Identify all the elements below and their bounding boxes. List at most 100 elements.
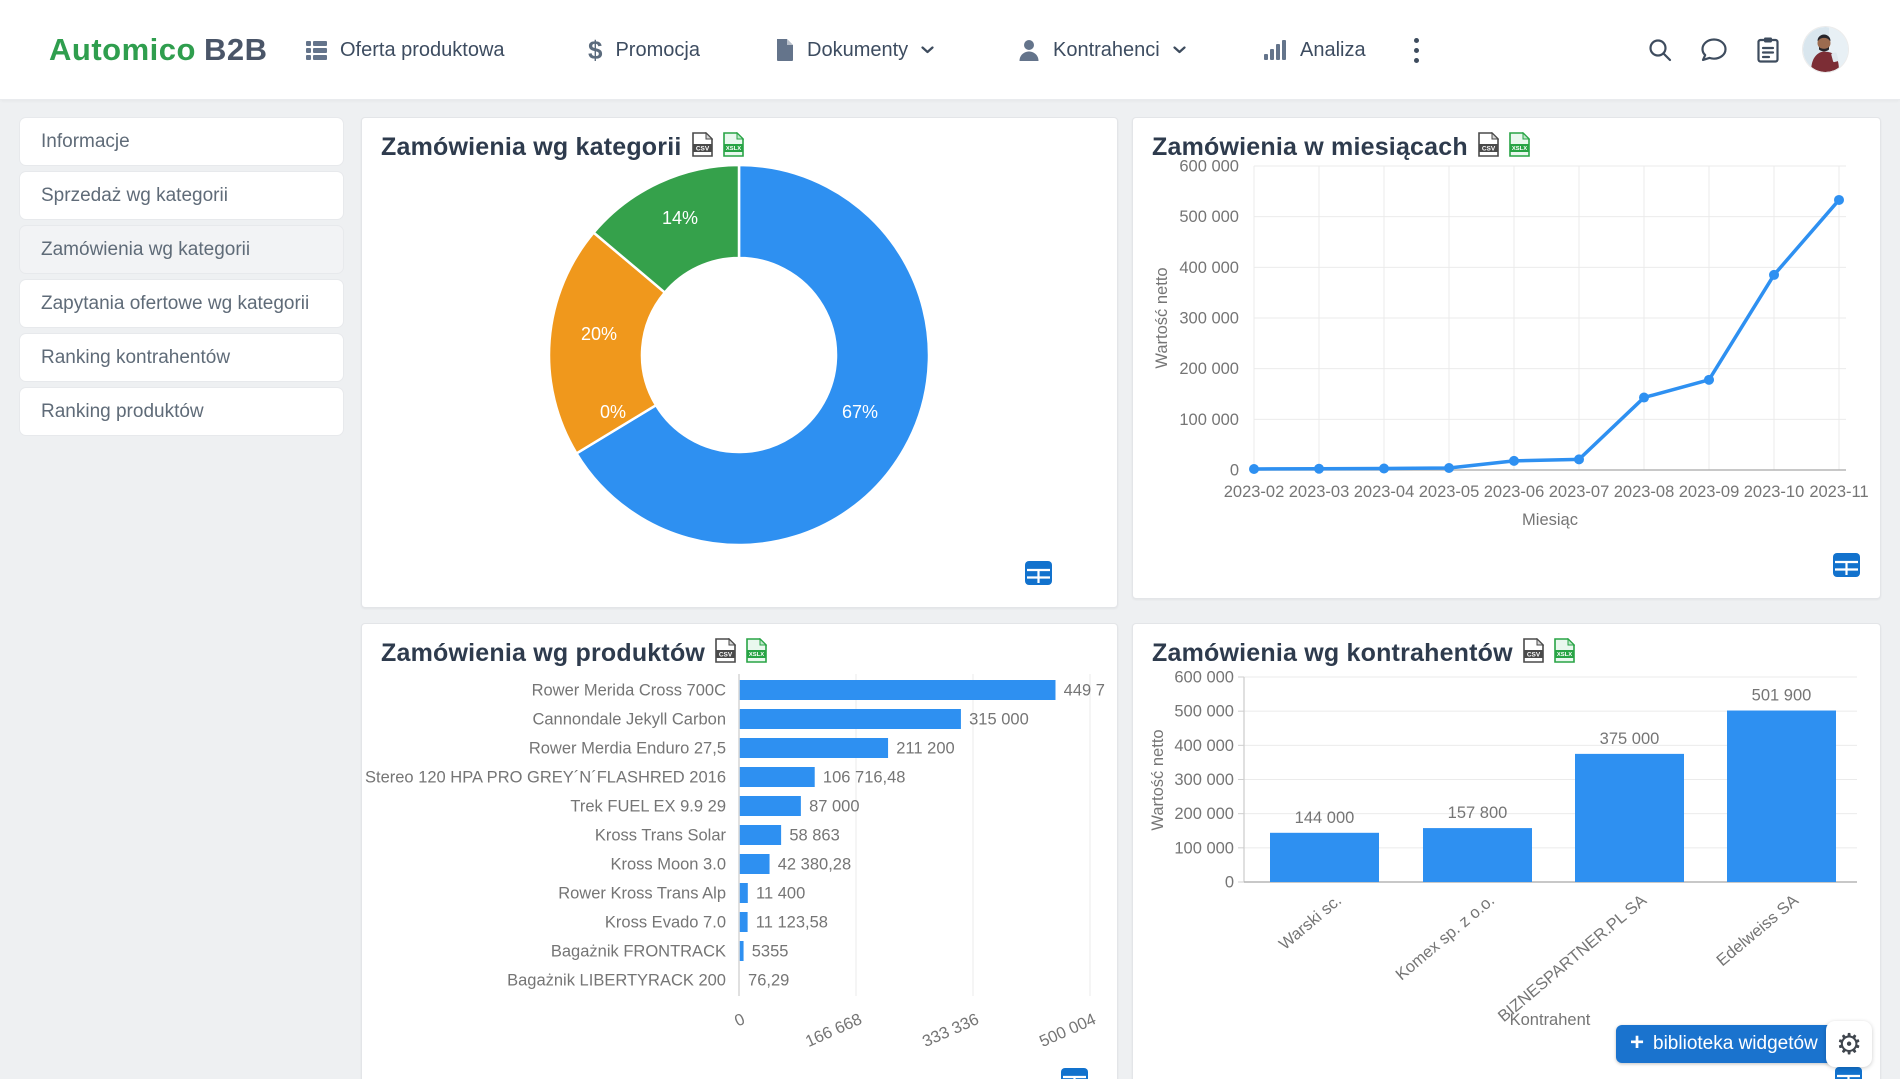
panel-orders-by-contractor: Zamówienia wg kontrahentów CSV XSLX 0 100… [1132, 623, 1881, 1079]
csv-export-icon[interactable]: CSV [1478, 131, 1500, 162]
svg-text:200 000: 200 000 [1174, 805, 1234, 823]
svg-text:XSLX: XSLX [1512, 146, 1527, 152]
svg-text:Warski sc.: Warski sc. [1276, 891, 1345, 953]
panel-orders-by-category: Zamówienia wg kategorii CSV XSLX 67% 0% 20… [361, 117, 1118, 608]
nav-item-promocja[interactable]: $ Promocja [588, 0, 700, 100]
svg-text:300 000: 300 000 [1174, 771, 1234, 789]
panel-title: Zamówienia wg kontrahentów [1152, 638, 1513, 667]
svg-text:106 716,48: 106 716,48 [823, 769, 906, 787]
csv-export-icon[interactable]: CSV [691, 131, 713, 162]
svg-text:Kontrahent: Kontrahent [1510, 1011, 1591, 1029]
person-icon [1018, 39, 1040, 61]
nav-item-label: Kontrahenci [1053, 38, 1160, 61]
sidebar-item-ranking-produktow[interactable]: Ranking produktów [19, 387, 344, 436]
xlsx-export-icon[interactable]: XSLX [722, 131, 744, 162]
svg-text:2023-06: 2023-06 [1484, 483, 1545, 501]
svg-text:Rower Kross Trans Alp: Rower Kross Trans Alp [558, 885, 726, 903]
svg-text:2023-02: 2023-02 [1224, 483, 1285, 501]
xlsx-export-icon[interactable]: XSLX [746, 637, 768, 668]
csv-export-icon[interactable]: CSV [715, 637, 737, 668]
table-view-icon[interactable] [1835, 1067, 1862, 1079]
svg-text:2023-04: 2023-04 [1354, 483, 1415, 501]
svg-text:Kross Trans Solar: Kross Trans Solar [595, 827, 727, 845]
svg-text:157 800: 157 800 [1448, 804, 1508, 822]
grid-list-icon [306, 40, 327, 60]
nav-item-oferta-produktowa[interactable]: Oferta produktowa [306, 0, 505, 100]
svg-text:300 000: 300 000 [1179, 310, 1239, 328]
svg-text:2023-10: 2023-10 [1744, 483, 1805, 501]
svg-text:2023-09: 2023-09 [1679, 483, 1740, 501]
svg-text:42 380,28: 42 380,28 [778, 856, 851, 874]
app-logo[interactable]: Automico B2B [49, 32, 267, 68]
svg-text:87 000: 87 000 [809, 798, 859, 816]
clipboard-icon[interactable] [1748, 30, 1788, 70]
nav-item-kontrahenci[interactable]: Kontrahenci [1018, 0, 1186, 100]
panel-title: Zamówienia w miesiącach [1152, 132, 1468, 161]
sidebar-item-informacje[interactable]: Informacje [19, 117, 344, 166]
dollar-icon: $ [588, 34, 603, 65]
sidebar-item-zamowienia-wg-kategorii[interactable]: Zamówienia wg kategorii [19, 225, 344, 274]
svg-text:500 000: 500 000 [1174, 703, 1234, 721]
svg-text:14%: 14% [662, 208, 698, 228]
avatar[interactable] [1803, 27, 1848, 72]
sidebar-item-ranking-kontrahentow[interactable]: Ranking kontrahentów [19, 333, 344, 382]
svg-text:211 200: 211 200 [896, 740, 954, 758]
svg-text:Wartość netto: Wartość netto [1149, 729, 1167, 830]
table-view-icon[interactable] [1833, 553, 1860, 582]
xlsx-export-icon[interactable]: XSLX [1509, 131, 1531, 162]
table-view-icon[interactable] [1025, 561, 1052, 590]
table-view-icon[interactable] [1061, 1068, 1088, 1079]
svg-text:315 000: 315 000 [969, 711, 1029, 729]
sidebar-item-sprzedaz-wg-kategorii[interactable]: Sprzedaż wg kategorii [19, 171, 344, 220]
svg-text:Miesiąc: Miesiąc [1522, 511, 1578, 529]
chevron-down-icon [921, 46, 934, 54]
horizontal-bar-chart[interactable]: Rower Merida Cross 700C 449 7 Cannondale J… [362, 624, 1119, 1079]
svg-text:CSV: CSV [719, 651, 733, 658]
sidebar-item-zapytania-ofertowe-wg-kategorii[interactable]: Zapytania ofertowe wg kategorii [19, 279, 344, 328]
svg-text:Rower Merida Cross 700C: Rower Merida Cross 700C [532, 682, 726, 700]
svg-text:Bagażnik LIBERTYRACK 200: Bagażnik LIBERTYRACK 200 [507, 972, 726, 990]
nav-item-dokumenty[interactable]: Dokumenty [776, 0, 934, 100]
svg-text:600 000: 600 000 [1174, 669, 1234, 687]
svg-text:2023-11: 2023-11 [1809, 483, 1868, 501]
settings-button[interactable]: ⚙ [1826, 1021, 1872, 1067]
logo-suffix: B2B [203, 32, 268, 67]
svg-text:e Stereo 120 HPA PRO GREY´N´FL: e Stereo 120 HPA PRO GREY´N´FLASHRED 201… [362, 769, 726, 787]
logo-brand: Automico [49, 32, 196, 67]
widget-library-button[interactable]: + biblioteka widgetów [1616, 1025, 1836, 1063]
chevron-down-icon [1173, 46, 1186, 54]
csv-export-icon[interactable]: CSV [1522, 637, 1545, 668]
panel-title: Zamówienia wg kategorii [381, 132, 682, 161]
svg-text:XSLX: XSLX [725, 146, 740, 152]
svg-text:76,29: 76,29 [748, 972, 789, 990]
top-nav: Automico B2B Oferta produktowa $ Promocja [0, 0, 1900, 100]
svg-text:Kross Moon 3.0: Kross Moon 3.0 [610, 856, 726, 874]
svg-text:0: 0 [732, 1010, 748, 1030]
svg-text:166 668: 166 668 [803, 1010, 865, 1051]
nav-item-analiza[interactable]: Analiza [1264, 0, 1366, 100]
svg-text:0: 0 [1225, 874, 1234, 892]
svg-text:CSV: CSV [1527, 651, 1541, 658]
svg-text:58 863: 58 863 [789, 827, 839, 845]
kebab-menu-icon[interactable] [1414, 0, 1419, 100]
svg-text:500 004: 500 004 [1037, 1010, 1099, 1051]
sidebar: Informacje Sprzedaż wg kategorii Zamówie… [19, 117, 344, 441]
vertical-bar-chart[interactable]: 0 100 000 200 000 300 000 400 000 500 000 600 … [1133, 624, 1882, 1079]
svg-text:20%: 20% [581, 324, 617, 344]
svg-text:Rower Merdia Enduro 27,5: Rower Merdia Enduro 27,5 [529, 740, 726, 758]
svg-text:Komex sp. z o.o.: Komex sp. z o.o. [1392, 891, 1498, 984]
chat-icon[interactable] [1694, 30, 1734, 70]
svg-text:11 400: 11 400 [756, 885, 805, 903]
donut-chart[interactable]: 67% 0% 20% 14% [362, 118, 1119, 609]
svg-text:333 336: 333 336 [920, 1010, 982, 1051]
search-icon[interactable] [1640, 30, 1680, 70]
xlsx-export-icon[interactable]: XSLX [1553, 637, 1576, 668]
line-chart[interactable]: 0 100 000 200 000 300 000 400 000 500 000 600 … [1133, 118, 1882, 600]
svg-text:Bagażnik FRONTRACK: Bagażnik FRONTRACK [551, 943, 726, 961]
svg-text:2023-08: 2023-08 [1614, 483, 1675, 501]
svg-text:2023-07: 2023-07 [1549, 483, 1610, 501]
svg-text:501 900: 501 900 [1752, 687, 1812, 705]
svg-text:400 000: 400 000 [1179, 259, 1239, 277]
nav-item-label: Oferta produktowa [340, 38, 505, 61]
